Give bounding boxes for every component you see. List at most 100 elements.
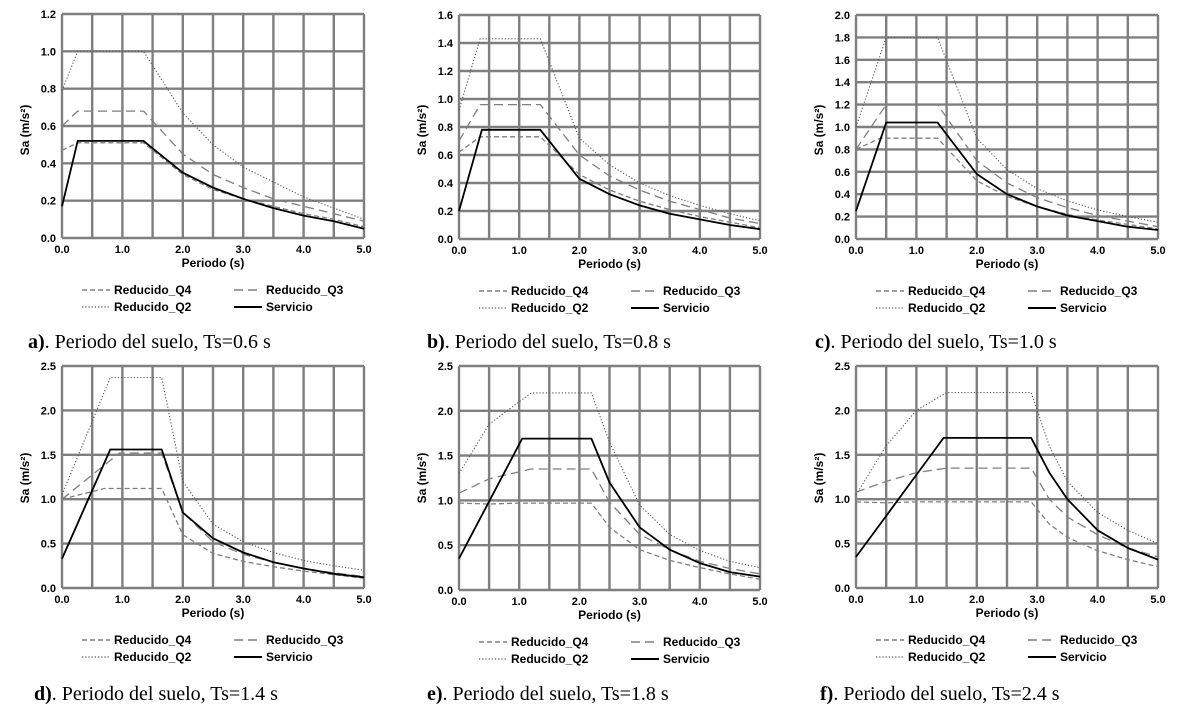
panel-caption: f). Periodo del suelo, Ts=2.4 s [820,683,1060,704]
legend-label-reducido-q2: Reducido_Q2 [511,301,589,315]
legend-label-reducido-q3: Reducido_Q3 [663,284,741,298]
panel-caption-text: . Periodo del suelo, Ts=0.6 s [45,331,271,353]
x-axis-label: Periodo (s) [578,608,641,622]
legend-label-servicio: Servicio [266,300,313,314]
x-tick-label: 3.0 [236,244,251,256]
y-tick-label: 0.8 [438,122,453,134]
x-tick-label: 0.0 [54,594,69,606]
series-line-servicio [61,448,365,579]
legend-label-servicio: Servicio [663,652,710,666]
y-tick-label: 0.4 [41,158,57,170]
x-tick-label: 5.0 [356,594,371,606]
y-tick-label: 1.0 [438,495,453,507]
y-axis-label: Sa (m/s²) [18,453,32,504]
y-tick-label: 0.0 [438,234,453,246]
x-tick-label: 0.0 [848,245,863,257]
legend-label-reducido-q4: Reducido_Q4 [114,633,192,647]
panel-caption-text: . Periodo del suelo, Ts=1.0 s [831,331,1057,353]
x-tick-label: 0.0 [54,244,69,256]
panel-caption-text: . Periodo del suelo, Ts=2.4 s [833,683,1059,704]
x-tick-label: 3.0 [236,594,251,606]
y-tick-label: 2.0 [438,406,453,418]
legend-label-servicio: Servicio [663,301,710,315]
x-tick-label: 0.0 [848,594,863,606]
y-tick-label: 0.2 [438,206,453,218]
legend-item-reducido-q3: Reducido_Q3 [1028,633,1138,647]
chart-f: 0.0 0.5 1.0 1.5 2.0 2.5 0.0 1.0 2.0 3.0 4.0 5.0 Peri… [812,361,1166,704]
legend-item-reducido-q2: Reducido_Q2 [82,300,192,314]
x-tick-label: 0.0 [451,245,466,257]
y-tick-label: 2.0 [835,10,850,22]
y-tick-label: 0.0 [438,585,453,597]
series-line-reducido-q2 [61,50,365,220]
legend-label-reducido-q4: Reducido_Q4 [511,284,589,298]
legend-item-reducido-q2: Reducido_Q2 [479,652,589,666]
legend-label-reducido-q2: Reducido_Q2 [908,650,986,664]
y-tick-label: 0.5 [41,539,56,551]
legend: Reducido_Q4 Reducido_Q3 Reducido_Q2 Servici… [82,633,344,664]
legend-item-reducido-q4: Reducido_Q4 [82,633,192,647]
y-tick-label: 0.0 [41,233,56,245]
panel-caption-text: . Periodo del suelo, Ts=1.4 s [52,683,278,704]
panel-caption-letter: a) [28,331,45,353]
series-line-reducido-q3 [458,468,761,575]
x-axis-label: Periodo (s) [182,256,245,270]
y-tick-label: 0.4 [835,189,851,201]
x-tick-label: 2.0 [572,245,587,257]
x-axis-label: Periodo (s) [182,606,245,620]
y-tick-label: 1.2 [41,9,56,21]
legend-label-reducido-q3: Reducido_Q3 [266,283,344,297]
legend-item-servicio: Servicio [631,301,710,315]
series-line-reducido-q3 [458,103,761,225]
legend-item-reducido-q4: Reducido_Q4 [876,284,986,298]
series-line-reducido-q2 [458,392,761,569]
x-tick-label: 5.0 [1150,245,1165,257]
y-tick-label: 2.0 [41,405,56,417]
y-tick-label: 1.0 [41,46,56,58]
y-tick-label: 1.6 [835,55,850,67]
series-line-reducido-q3 [855,103,1159,228]
series-line-reducido-q3 [61,110,365,222]
series-line-reducido-q4 [458,136,761,229]
x-axis-label: Periodo (s) [976,257,1039,271]
y-axis-label: Sa (m/s²) [415,453,429,504]
x-tick-label: 1.0 [115,244,130,256]
chart-b: 0.0 0.2 0.4 0.6 0.8 1.0 1.2 1.4 1.6 0.0 1.0 2.0 3.0 4… [415,10,768,353]
x-tick-label: 2.0 [969,594,984,606]
series-line-reducido-q2 [855,392,1159,545]
legend-label-reducido-q3: Reducido_Q3 [663,635,741,649]
legend-item-reducido-q3: Reducido_Q3 [234,283,344,297]
x-tick-label: 5.0 [752,245,767,257]
y-axis-label: Sa (m/s²) [812,453,826,504]
y-tick-label: 0.0 [835,583,850,595]
legend-item-servicio: Servicio [1028,650,1107,664]
legend: Reducido_Q4 Reducido_Q3 Reducido_Q2 Servici… [479,284,741,315]
legend-item-servicio: Servicio [631,652,710,666]
y-tick-label: 1.5 [835,450,850,462]
legend-item-reducido-q2: Reducido_Q2 [82,650,192,664]
legend-label-reducido-q2: Reducido_Q2 [908,301,986,315]
legend-item-reducido-q2: Reducido_Q2 [876,301,986,315]
panel-caption: b). Periodo del suelo, Ts=0.8 s [427,331,671,353]
chart-c: 0.0 0.2 0.4 0.6 0.8 1.0 1.2 1.4 1.6 1.8 2.0 0.0 1.0 2… [812,10,1166,353]
y-tick-label: 0.0 [41,583,56,595]
x-tick-label: 3.0 [632,245,647,257]
panel-caption-letter: d) [34,683,52,704]
legend-item-reducido-q2: Reducido_Q2 [479,301,589,315]
panel-caption: a). Periodo del suelo, Ts=0.6 s [28,331,271,353]
series-line-servicio [855,121,1159,231]
legend-label-servicio: Servicio [1060,650,1107,664]
chart-d: 0.0 0.5 1.0 1.5 2.0 2.5 0.0 1.0 2.0 3.0 4.0 5.0 Peri… [18,361,372,704]
x-tick-label: 1.0 [909,594,924,606]
series-line-reducido-q4 [61,142,365,228]
legend-item-reducido-q2: Reducido_Q2 [876,650,986,664]
x-tick-label: 1.0 [115,594,130,606]
y-tick-label: 1.4 [438,38,454,50]
y-axis-label: Sa (m/s²) [415,105,429,156]
x-tick-label: 2.0 [969,245,984,257]
panel-caption: d). Periodo del suelo, Ts=1.4 s [34,683,278,704]
legend-label-reducido-q2: Reducido_Q2 [114,650,192,664]
series-line-servicio [458,437,761,578]
series-line-reducido-q4 [855,137,1159,230]
x-tick-label: 3.0 [1030,245,1045,257]
